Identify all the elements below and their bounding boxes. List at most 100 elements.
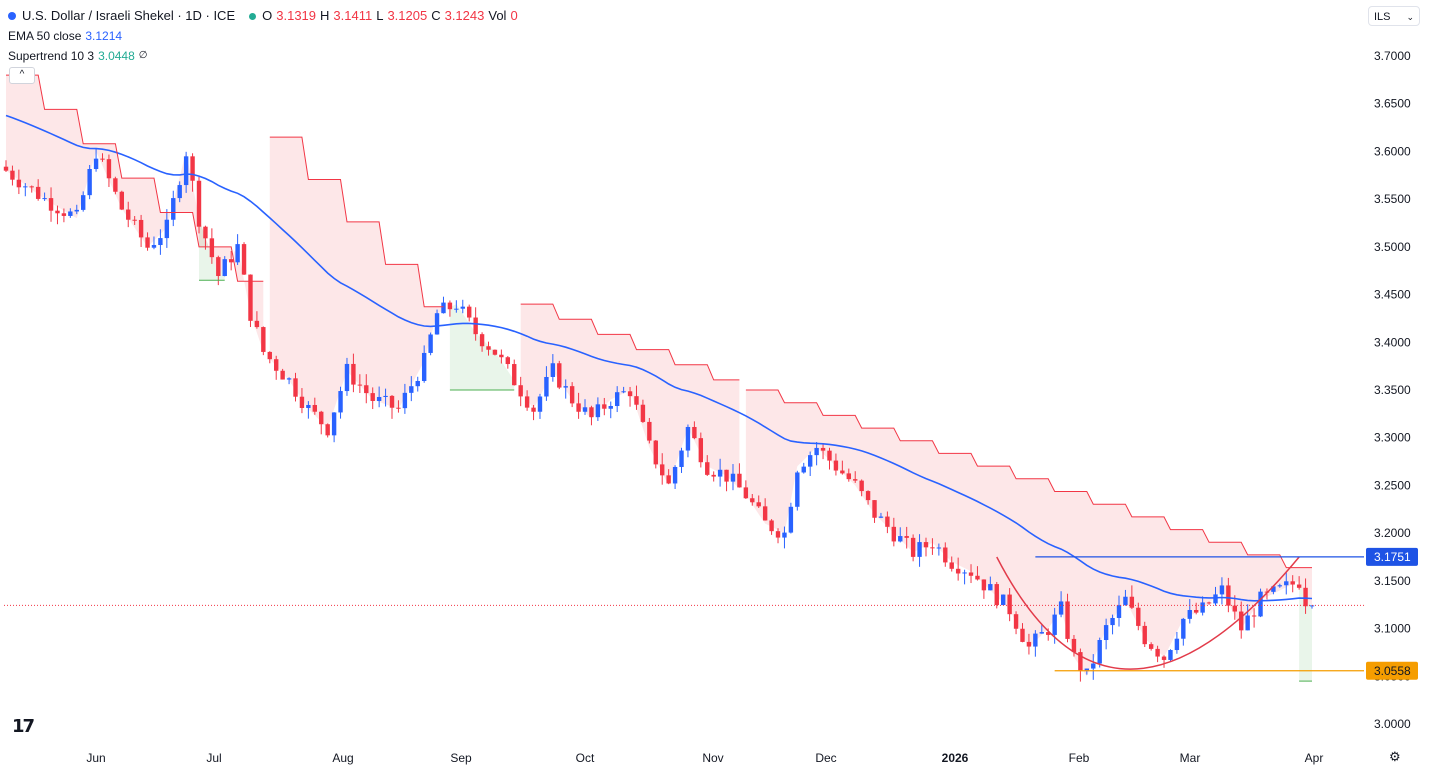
candle-body [68,211,73,216]
candle-body [1058,601,1064,615]
candle-body [261,327,266,352]
candle-body [1213,594,1218,604]
candle-body [692,426,697,439]
candle-body [814,447,819,456]
candle-body [492,349,498,355]
candle-body [840,470,845,474]
candle-body [1103,625,1109,641]
y-tick-label: 3.4000 [1374,335,1411,349]
candle-body [1000,594,1006,606]
candle-body [351,363,356,385]
y-tick-label: 3.1000 [1374,622,1411,636]
chevron-up-icon: ^ [19,69,25,80]
y-tick-label: 3.5500 [1374,192,1411,206]
candle-body [614,392,620,407]
candle-body [730,473,736,482]
candle-body [145,237,150,248]
candle-body [705,462,710,475]
candle-body [42,198,47,200]
candle-body [640,404,646,422]
candle-body [795,472,800,507]
candle-body [274,359,279,371]
candle-body [319,411,324,425]
candle-body [1155,648,1160,657]
candle-body [1200,602,1205,613]
candle-body [1136,607,1141,626]
symbol-title[interactable]: U.S. Dollar / Israeli Shekel · 1D · ICE [22,8,236,23]
candle-body [1084,668,1090,672]
candle-body [415,380,420,387]
ohlc-high-value: 3.1411 [333,8,373,23]
candle-body [917,542,922,557]
candle-body [1251,615,1257,617]
candle-body [376,396,382,401]
candle-body [1187,610,1192,619]
symbol-flag-icon [8,12,16,20]
supertrend-lines [6,74,1312,682]
candle-body [1116,605,1122,618]
support-label: 3.0558 [1374,664,1411,678]
candle-body [447,302,453,310]
candle-body [396,407,401,409]
y-tick-label: 3.6000 [1374,144,1411,158]
candle-body [679,450,684,467]
candle-body [833,460,839,471]
y-tick-label: 3.7000 [1374,49,1411,63]
candle-body [762,506,768,521]
candle-body [338,391,343,413]
candle-body [267,351,272,360]
candle-body [859,480,864,492]
candle-body [331,412,337,436]
currency-select[interactable]: ILS ⌄ [1368,6,1420,26]
y-tick-label: 3.0000 [1374,717,1411,731]
candle-body [286,378,292,380]
candle-body [203,226,208,239]
candle-body [1071,638,1077,653]
support-price-tag: 3.0558 [1366,661,1418,680]
x-tick-label: Nov [702,751,723,765]
candle-body [750,498,755,503]
ohlc-close-label: C [431,8,441,23]
candle-body [473,317,478,335]
candle-body [531,407,536,412]
candle-body [943,547,948,563]
x-tick-label: Mar [1180,751,1201,765]
candle-body [1097,640,1102,664]
candle-body [87,169,92,196]
candle-body [1007,594,1012,615]
candle-body [820,447,826,451]
candle-body [1181,618,1186,639]
settings-gear-icon[interactable]: ⚙ [1389,749,1401,764]
candle-body [1078,652,1083,672]
candle-body [460,306,465,309]
collapse-legend-button[interactable]: ^ [9,67,35,84]
candle-body [724,469,729,482]
candle-body [563,386,568,388]
supertrend-band [745,390,1312,677]
candle-body [865,491,871,501]
supertrend-row[interactable]: Supertrend 10 3 3.0448 ∅ [8,46,518,66]
ohlc-low-label: L [376,8,384,23]
y-tick-label: 3.1500 [1374,574,1411,588]
resistance-label: 3.1751 [1374,550,1411,564]
ema-row[interactable]: EMA 50 close 3.1214 [8,26,518,46]
candle-body [357,384,363,386]
candle-body [151,245,157,248]
ohlc-open-value: 3.1319 [276,8,317,23]
candle-body [936,547,942,549]
symbol-row: U.S. Dollar / Israeli Shekel · 1D · ICE … [8,6,518,26]
x-tick-label: Aug [332,751,353,765]
candle-body [737,473,742,488]
candle-body [383,395,388,397]
candle-body [126,209,131,220]
candle-body [1245,615,1250,631]
candle-body [1020,628,1025,642]
candle-body [467,306,472,318]
candle-body [904,536,909,538]
candle-body [1284,581,1289,586]
tradingview-logo-icon: 17 [12,716,35,737]
y-tick-label: 3.2000 [1374,526,1411,540]
candle-body [589,407,594,418]
candle-body [209,238,215,258]
